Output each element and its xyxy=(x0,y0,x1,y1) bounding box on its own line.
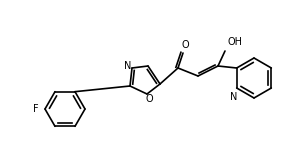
Text: O: O xyxy=(181,40,189,50)
Text: N: N xyxy=(124,61,132,71)
Text: F: F xyxy=(33,104,39,114)
Text: OH: OH xyxy=(227,37,242,47)
Text: N: N xyxy=(230,92,237,102)
Text: O: O xyxy=(145,94,153,104)
